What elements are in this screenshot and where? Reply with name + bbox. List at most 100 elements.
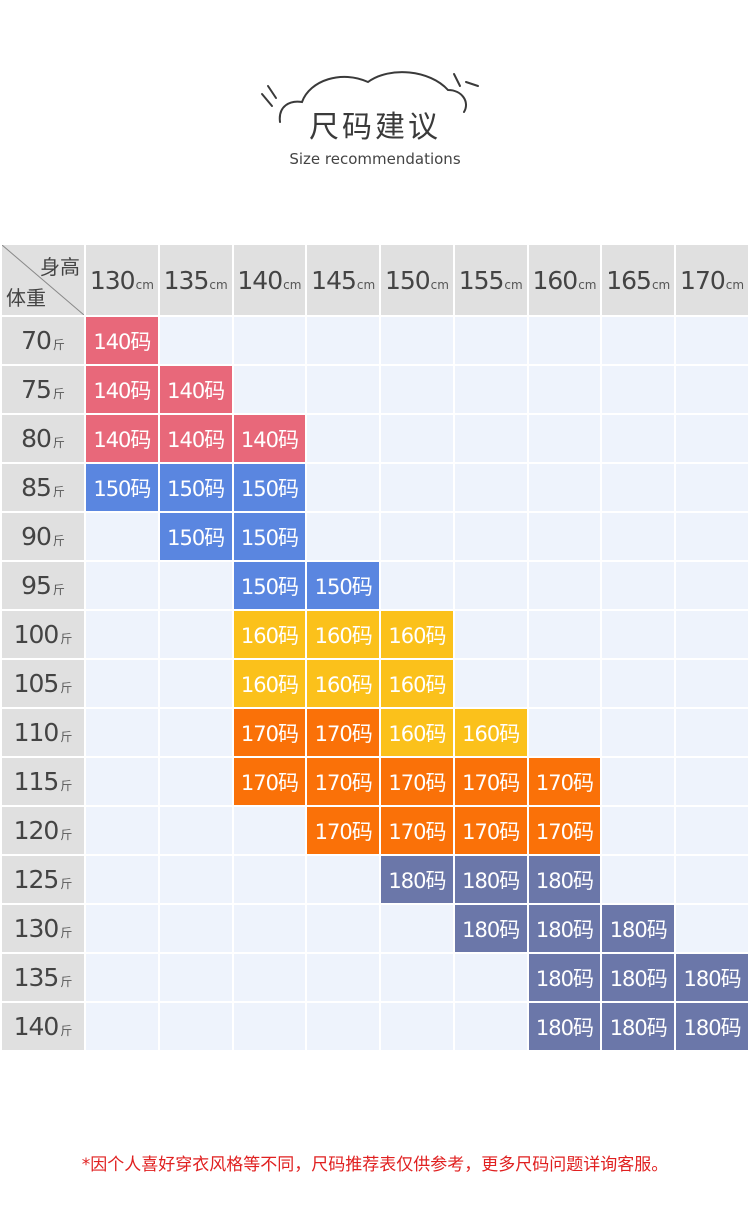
size-label: 180码 <box>388 868 446 893</box>
empty-cell <box>157 560 234 611</box>
weight-unit: 斤 <box>52 485 65 499</box>
empty-cell <box>600 609 677 660</box>
height-value: 140 <box>237 265 283 295</box>
size-recommendation-cell: 170码 <box>305 707 382 758</box>
table-row: 75 斤 140码 140码 <box>0 364 750 415</box>
size-recommendation-cell: 180码 <box>600 903 677 954</box>
size-recommendation-cell: 180码 <box>600 1001 677 1052</box>
empty-cell <box>305 854 382 905</box>
size-recommendation-cell: 170码 <box>526 805 603 856</box>
table-row: 120 斤 170码 170码 170码 170码 <box>0 805 750 856</box>
height-unit: cm <box>504 277 523 292</box>
empty-cell <box>674 903 750 954</box>
weight-value: 85 <box>21 473 52 502</box>
empty-cell <box>452 462 529 513</box>
size-label: 170码 <box>388 770 446 795</box>
empty-cell <box>157 315 234 366</box>
empty-cell <box>674 364 750 415</box>
empty-cell <box>84 560 160 611</box>
empty-cell <box>452 1001 529 1052</box>
empty-cell <box>526 560 603 611</box>
height-header-cell: 145cm <box>305 243 382 317</box>
empty-cell <box>452 413 529 464</box>
size-label: 150码 <box>240 574 299 599</box>
page-title: 尺码建议 <box>309 110 441 145</box>
size-label: 180码 <box>535 868 594 893</box>
size-label: 140码 <box>167 427 225 452</box>
size-label: 150码 <box>240 525 299 550</box>
size-label: 180码 <box>535 1015 594 1040</box>
weight-value: 115 <box>13 767 60 796</box>
size-recommendation-cell: 170码 <box>305 756 382 807</box>
size-recommendation-cell: 150码 <box>231 462 308 513</box>
empty-cell <box>526 364 603 415</box>
empty-cell <box>231 805 308 856</box>
empty-cell <box>526 413 603 464</box>
size-label: 160码 <box>314 623 373 648</box>
empty-cell <box>84 903 160 954</box>
size-label: 180码 <box>609 917 668 942</box>
empty-cell <box>379 903 455 954</box>
empty-cell <box>452 560 529 611</box>
weight-value: 80 <box>21 424 52 453</box>
empty-cell <box>157 952 234 1003</box>
height-value: 145 <box>311 265 357 295</box>
size-recommendation-cell: 180码 <box>600 952 677 1003</box>
empty-cell <box>600 707 677 758</box>
size-label: 150码 <box>167 476 225 501</box>
empty-cell <box>84 609 160 660</box>
empty-cell <box>231 903 308 954</box>
empty-cell <box>305 903 382 954</box>
empty-cell <box>305 511 382 562</box>
empty-cell <box>84 511 160 562</box>
size-label: 180码 <box>683 966 742 991</box>
size-label: 180码 <box>535 966 594 991</box>
empty-cell <box>674 609 750 660</box>
empty-cell <box>305 1001 382 1052</box>
weight-unit: 斤 <box>52 583 65 597</box>
size-recommendation-cell: 140码 <box>231 413 308 464</box>
size-recommendation-cell: 140码 <box>157 364 234 415</box>
weight-header-cell: 80 斤 <box>0 413 86 464</box>
empty-cell <box>305 315 382 366</box>
height-unit: cm <box>356 277 376 292</box>
size-label: 160码 <box>240 672 299 697</box>
weight-unit: 斤 <box>52 534 65 548</box>
empty-cell <box>526 315 603 366</box>
weight-unit: 斤 <box>52 387 65 401</box>
empty-cell <box>600 854 677 905</box>
table-row: 110 斤 170码 170码 160码 160码 <box>0 707 750 758</box>
weight-unit: 斤 <box>60 975 73 989</box>
height-value: 135 <box>163 265 210 295</box>
weight-header-cell: 115 斤 <box>0 756 86 807</box>
weight-value: 70 <box>21 326 52 355</box>
weight-value: 130 <box>13 914 60 943</box>
size-recommendation-cell: 150码 <box>84 462 160 513</box>
size-recommendation-cell: 170码 <box>379 756 455 807</box>
height-header-cell: 160cm <box>526 243 603 317</box>
size-recommendation-cell: 180码 <box>674 952 750 1003</box>
size-recommendation-cell: 170码 <box>305 805 382 856</box>
empty-cell <box>526 609 603 660</box>
weight-unit: 斤 <box>60 1024 73 1038</box>
weight-unit: 斤 <box>60 926 73 940</box>
size-recommendation-cell: 150码 <box>231 511 308 562</box>
size-label: 160码 <box>314 672 373 697</box>
table-row: 80 斤 140码 140码 140码 <box>0 413 750 464</box>
weight-unit: 斤 <box>60 681 73 695</box>
table-row: 140 斤 180码 180码 180码 <box>0 1001 750 1052</box>
size-recommendation-cell: 160码 <box>231 609 308 660</box>
size-recommendation-cell: 170码 <box>231 756 308 807</box>
weight-unit: 斤 <box>60 779 73 793</box>
size-label: 140码 <box>93 427 151 452</box>
empty-cell <box>674 315 750 366</box>
empty-cell <box>305 462 382 513</box>
size-label: 140码 <box>240 427 299 452</box>
size-recommendation-cell: 160码 <box>452 707 529 758</box>
empty-cell <box>600 315 677 366</box>
empty-cell <box>674 462 750 513</box>
size-label: 150码 <box>240 476 299 501</box>
empty-cell <box>379 315 455 366</box>
height-unit: cm <box>209 277 228 292</box>
table-row: 90 斤 150码 150码 <box>0 511 750 562</box>
